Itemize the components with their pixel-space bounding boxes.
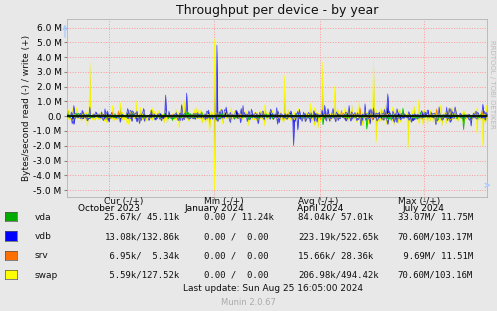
Text: 25.67k/ 45.11k: 25.67k/ 45.11k bbox=[104, 213, 179, 222]
Text: 6.95k/  5.34k: 6.95k/ 5.34k bbox=[104, 252, 179, 260]
Y-axis label: Bytes/second read (-) / write (+): Bytes/second read (-) / write (+) bbox=[21, 35, 30, 181]
Text: swap: swap bbox=[35, 271, 58, 280]
Text: Min (-/+): Min (-/+) bbox=[204, 197, 244, 206]
Text: 0.00 / 11.24k: 0.00 / 11.24k bbox=[204, 213, 274, 222]
Text: 223.19k/522.65k: 223.19k/522.65k bbox=[298, 232, 379, 241]
Text: 5.59k/127.52k: 5.59k/127.52k bbox=[104, 271, 179, 280]
Text: srv: srv bbox=[35, 252, 49, 260]
Text: vda: vda bbox=[35, 213, 51, 222]
Text: vdb: vdb bbox=[35, 232, 52, 241]
Text: Last update: Sun Aug 25 16:05:00 2024: Last update: Sun Aug 25 16:05:00 2024 bbox=[183, 284, 363, 293]
Text: 0.00 /  0.00: 0.00 / 0.00 bbox=[204, 232, 268, 241]
Title: Throughput per device - by year: Throughput per device - by year bbox=[176, 4, 378, 17]
Text: 33.07M/ 11.75M: 33.07M/ 11.75M bbox=[398, 213, 473, 222]
Text: 0.00 /  0.00: 0.00 / 0.00 bbox=[204, 271, 268, 280]
Text: 9.69M/ 11.51M: 9.69M/ 11.51M bbox=[398, 252, 473, 260]
Text: Cur (-/+): Cur (-/+) bbox=[104, 197, 144, 206]
Text: 70.60M/103.17M: 70.60M/103.17M bbox=[398, 232, 473, 241]
Text: 0.00 /  0.00: 0.00 / 0.00 bbox=[204, 252, 268, 260]
Text: 206.98k/494.42k: 206.98k/494.42k bbox=[298, 271, 379, 280]
Text: 70.60M/103.16M: 70.60M/103.16M bbox=[398, 271, 473, 280]
Text: Max (-/+): Max (-/+) bbox=[398, 197, 440, 206]
Text: 84.04k/ 57.01k: 84.04k/ 57.01k bbox=[298, 213, 373, 222]
Text: RRDTOOL / TOBI OETIKER: RRDTOOL / TOBI OETIKER bbox=[489, 39, 495, 128]
Text: 15.66k/ 28.36k: 15.66k/ 28.36k bbox=[298, 252, 373, 260]
Text: Munin 2.0.67: Munin 2.0.67 bbox=[221, 298, 276, 307]
Text: Avg (-/+): Avg (-/+) bbox=[298, 197, 338, 206]
Text: 13.08k/132.86k: 13.08k/132.86k bbox=[104, 232, 179, 241]
